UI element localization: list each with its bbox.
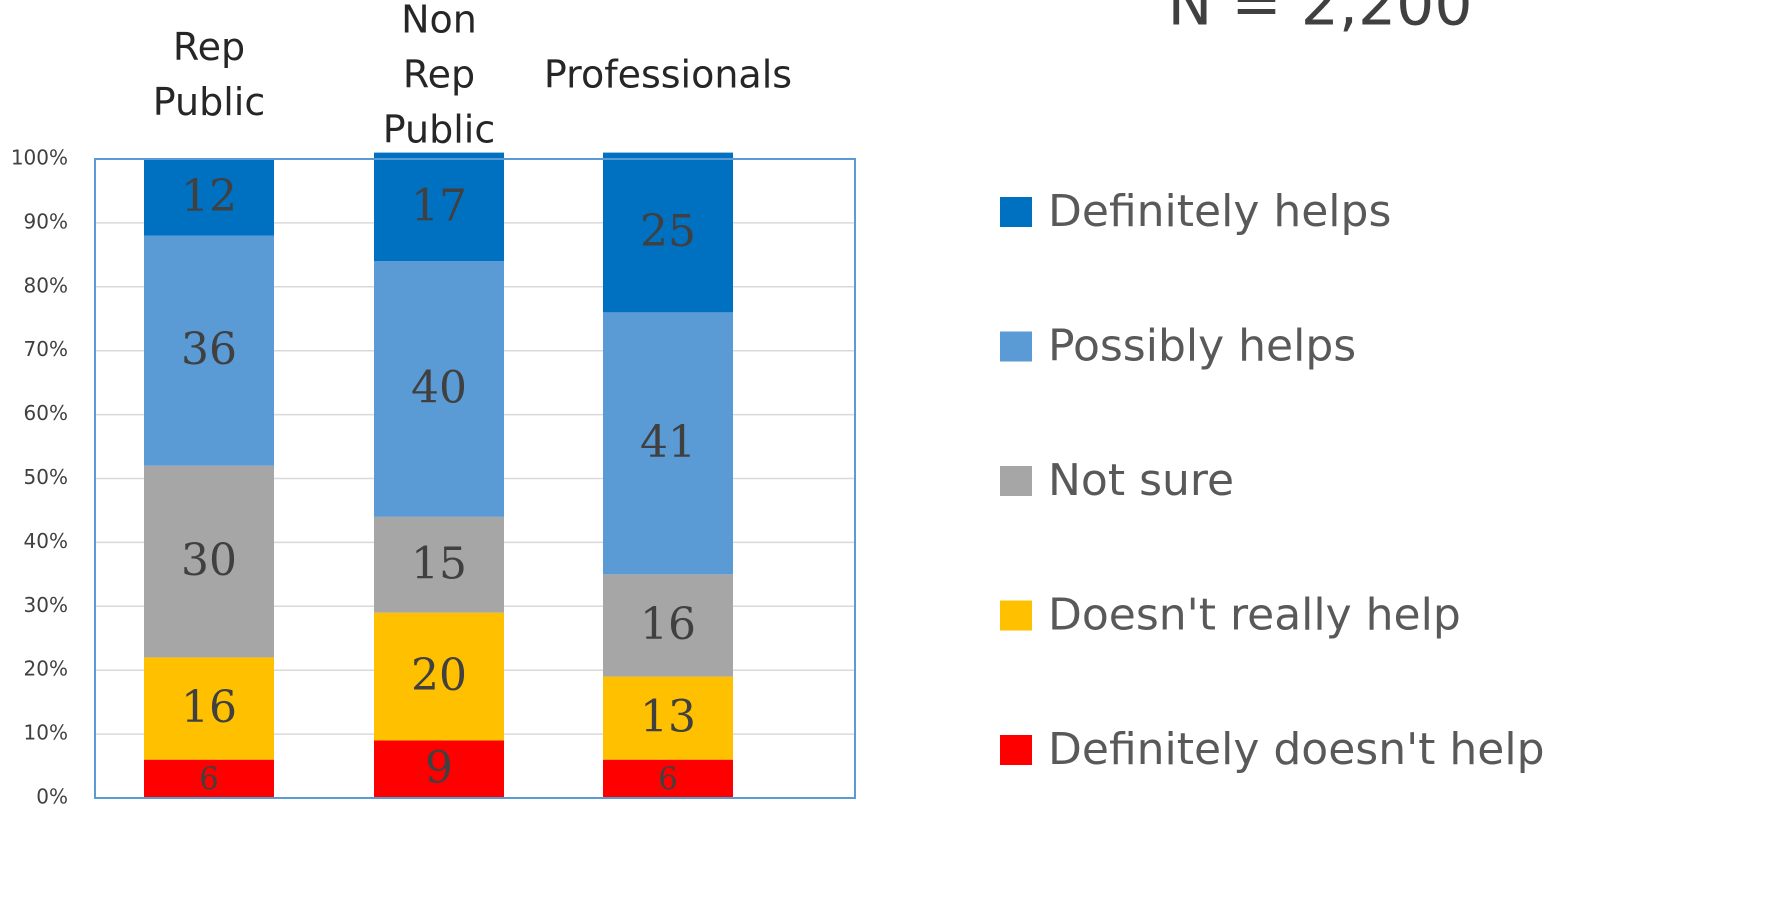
y-tick-label: 0% bbox=[36, 785, 68, 809]
chart-title: N = 2,200 bbox=[1167, 0, 1472, 40]
legend-label: Doesn't really help bbox=[1048, 590, 1461, 641]
data-label: 41 bbox=[640, 417, 696, 468]
data-label: 16 bbox=[640, 599, 696, 650]
bar-segment bbox=[374, 152, 504, 262]
bar-segment bbox=[144, 759, 274, 798]
legend-label: Possibly helps bbox=[1048, 321, 1356, 372]
data-label: 25 bbox=[640, 206, 696, 257]
bar-segment bbox=[374, 261, 504, 517]
bar-segment bbox=[374, 612, 504, 741]
data-label: 13 bbox=[640, 692, 696, 743]
bar-segment bbox=[603, 759, 733, 798]
bar-segment bbox=[144, 465, 274, 658]
legend-swatch bbox=[1000, 466, 1032, 496]
legend-swatch bbox=[1000, 197, 1032, 227]
data-label: 15 bbox=[411, 538, 467, 589]
y-tick-label: 20% bbox=[24, 657, 68, 681]
data-label: 6 bbox=[658, 762, 678, 797]
legend-label: Definitely doesn't help bbox=[1048, 724, 1545, 775]
y-tick-label: 100% bbox=[11, 146, 68, 170]
legend-label: Definitely helps bbox=[1048, 186, 1391, 237]
data-label: 6 bbox=[199, 762, 219, 797]
y-tick-label: 30% bbox=[24, 593, 68, 617]
bar-segment bbox=[603, 152, 733, 313]
y-tick-label: 70% bbox=[24, 337, 68, 361]
bar-segment bbox=[374, 740, 504, 798]
data-label: 30 bbox=[181, 535, 237, 586]
data-label: 16 bbox=[181, 682, 237, 733]
y-tick-label: 10% bbox=[24, 721, 68, 745]
data-label: 9 bbox=[425, 743, 453, 794]
y-tick-label: 80% bbox=[24, 273, 68, 297]
category-label: Professionals bbox=[543, 52, 793, 97]
legend-label: Not sure bbox=[1048, 455, 1234, 506]
data-label: 17 bbox=[411, 180, 467, 231]
y-tick-label: 40% bbox=[24, 529, 68, 553]
data-label: 36 bbox=[181, 324, 237, 375]
legend-swatch bbox=[1000, 331, 1032, 362]
bar-segment bbox=[144, 235, 274, 466]
bar-segment bbox=[144, 657, 274, 760]
data-label: 20 bbox=[411, 650, 467, 701]
y-tick-label: 50% bbox=[24, 465, 68, 489]
bar-segment bbox=[603, 574, 733, 677]
legend-swatch bbox=[1000, 735, 1032, 765]
y-tick-label: 60% bbox=[24, 401, 68, 425]
y-tick-label: 90% bbox=[24, 209, 68, 233]
bar-segment bbox=[603, 676, 733, 760]
bar-segment bbox=[603, 312, 733, 575]
plot-border bbox=[94, 158, 856, 799]
data-label: 12 bbox=[181, 171, 237, 222]
bar-segment bbox=[374, 516, 504, 613]
category-label: Rep Public bbox=[152, 25, 266, 124]
data-label: 40 bbox=[411, 363, 467, 414]
legend-swatch bbox=[1000, 600, 1032, 631]
category-label: Non Rep Public bbox=[382, 0, 496, 152]
bar-segment bbox=[144, 159, 274, 236]
